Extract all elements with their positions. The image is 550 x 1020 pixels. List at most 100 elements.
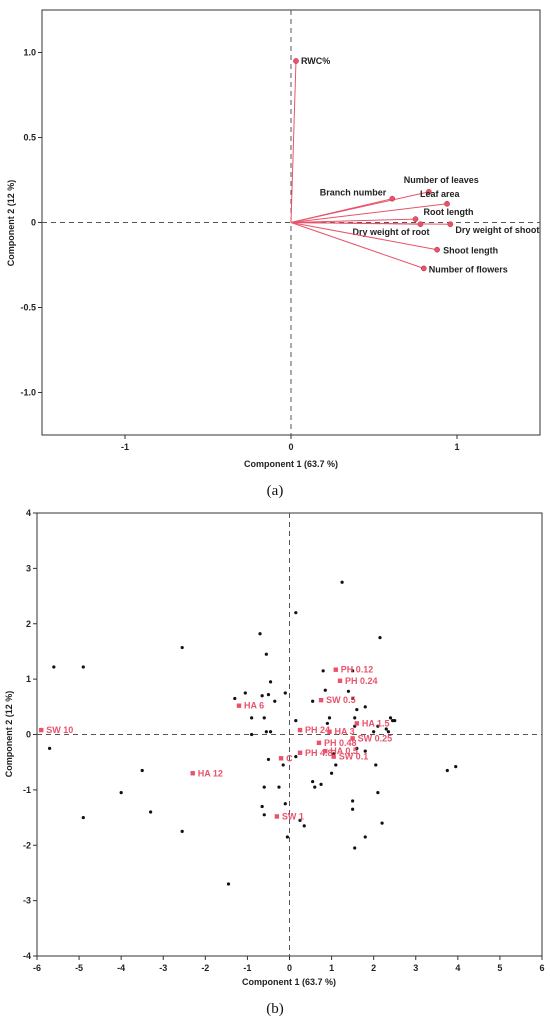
loading-vector-label: Shoot length: [443, 246, 498, 256]
observation-point: [81, 815, 85, 820]
observation-point: [351, 696, 355, 701]
y-tick-label: -1: [23, 785, 31, 795]
x-tick-label: -6: [33, 963, 41, 973]
x-tick-label: -3: [159, 963, 167, 973]
y-tick-label: -0.5: [20, 303, 36, 313]
observation-point: [445, 768, 449, 773]
loading-vector-label: Dry weight of root: [352, 227, 429, 237]
y-tick-label: 0.5: [23, 133, 36, 143]
treatment-label: SW 10: [46, 725, 73, 735]
observation-point: [355, 707, 359, 712]
x-tick-label: 1: [329, 963, 334, 973]
treatment-label: SW 0.25: [358, 733, 393, 743]
observation-point: [327, 716, 332, 720]
loading-point: [412, 216, 419, 222]
x-tick-label: 5: [497, 963, 502, 973]
observation-point: [281, 763, 285, 767]
observation-point: [283, 802, 287, 806]
observation-point: [311, 779, 315, 784]
treatment-label: PH 24: [305, 725, 330, 735]
treatment-marker: [333, 667, 338, 672]
observation-point: [250, 716, 254, 720]
loading-vector-label: Root length: [424, 207, 474, 217]
treatment-marker: [190, 771, 195, 776]
observation-point: [149, 810, 153, 814]
observation-point: [346, 689, 351, 693]
observation-point: [376, 724, 380, 728]
y-tick-label: 3: [26, 563, 31, 573]
observation-point: [380, 821, 384, 825]
x-tick-label: -5: [75, 963, 83, 973]
observation-point: [264, 730, 268, 734]
observation-point: [351, 669, 355, 673]
observation-point: [340, 580, 344, 584]
loading-vector: [290, 222, 438, 251]
observation-point: [140, 768, 144, 773]
treatment-marker: [236, 703, 242, 708]
observation-point: [266, 693, 271, 697]
observation-point: [268, 680, 273, 684]
x-tick-label: 0: [288, 442, 293, 452]
observation-point: [273, 699, 277, 703]
panel-label-b: (b): [266, 1001, 284, 1017]
treatment-label: PH 0.24: [345, 676, 378, 686]
panel-label-a: (a): [267, 483, 284, 499]
loading-point: [425, 189, 432, 195]
observation-point: [321, 669, 325, 673]
observation-point: [260, 694, 264, 698]
loading-vector: [290, 60, 297, 223]
treatment-label: PH 0.12: [341, 665, 374, 675]
treatment-marker: [39, 727, 44, 733]
y-tick-label: -3: [23, 896, 31, 906]
observation-point: [363, 835, 367, 839]
observation-point: [393, 719, 397, 723]
loading-vector-label: Number of leaves: [404, 175, 479, 185]
loading-vector: [290, 218, 416, 223]
observation-point: [334, 763, 338, 767]
loading-vector: [290, 222, 451, 225]
loading-vector-label: Branch number: [320, 188, 387, 198]
treatment-label: HA 0.5: [330, 746, 358, 756]
observation-point: [386, 730, 390, 734]
observation-point: [329, 771, 334, 775]
observation-point: [262, 716, 266, 720]
observation-point: [325, 721, 329, 726]
observation-point: [323, 688, 327, 692]
observation-point: [294, 755, 298, 759]
treatment-marker: [278, 756, 284, 761]
observation-point: [302, 824, 306, 828]
loading-point: [293, 58, 299, 64]
loading-vector: [290, 203, 448, 223]
loading-vector-label: Dry weight of shoot: [455, 225, 539, 235]
y-tick-label: -4: [23, 951, 31, 961]
loading-plot-xlabel: Component 1 (63.7 %): [244, 459, 338, 469]
x-tick-label: -2: [201, 963, 209, 973]
x-tick-label: -4: [117, 963, 125, 973]
observation-point: [319, 782, 323, 786]
observation-point: [311, 699, 315, 703]
treatment-marker: [316, 740, 322, 746]
treatment-label: HA 1.5: [362, 718, 390, 728]
observation-point: [378, 635, 382, 640]
observation-point: [384, 727, 388, 731]
treatment-label: SW 0.5: [326, 695, 356, 705]
loading-point: [434, 246, 440, 253]
treatment-marker: [297, 750, 303, 755]
y-tick-label: 1.0: [23, 48, 36, 58]
treatment-label: SW 1: [282, 811, 304, 821]
treatment-marker: [318, 697, 324, 703]
treatment-marker: [274, 814, 280, 819]
observation-point: [277, 785, 281, 789]
observation-point: [388, 716, 393, 720]
observation-point: [262, 813, 266, 817]
observation-point: [258, 632, 262, 636]
loading-point: [420, 265, 427, 272]
x-tick-label: -1: [121, 442, 129, 452]
loading-point: [444, 200, 450, 207]
y-tick-label: 1: [26, 674, 31, 684]
observation-point: [233, 696, 237, 701]
y-tick-label: 0: [26, 730, 31, 740]
score-plot-panel: -6 -5 -4 -3 -2 -1 0 1 2 3 4 5 6 4 3 2 1 0 -1 -2 -3 -4 SW 10 HA…: [4, 508, 545, 1017]
observation-point: [52, 665, 56, 669]
y-tick-label: 0: [31, 218, 36, 228]
